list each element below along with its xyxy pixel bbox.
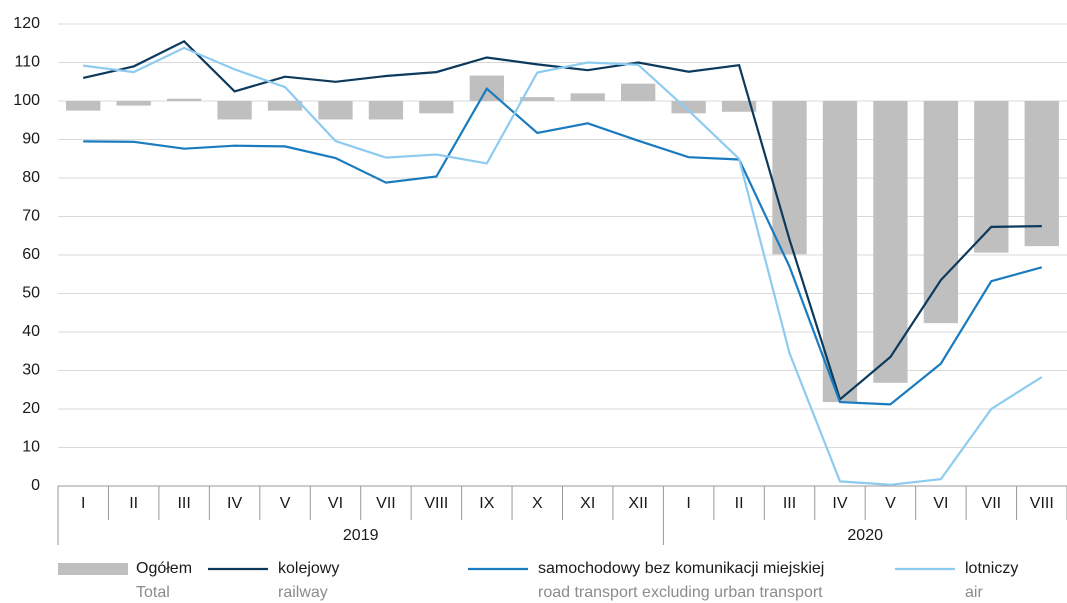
bar [116,101,151,106]
x-tick-label: XI [580,495,595,512]
legend-sublabel: railway [278,584,328,601]
legend-swatch [58,563,128,575]
bar [873,101,908,383]
legend-label: Ogółem [136,560,192,577]
y-tick-label: 70 [22,208,40,225]
year-label: 2020 [847,527,883,544]
x-tick-label: X [532,495,543,512]
bar [267,101,303,111]
y-tick-label: 30 [22,362,40,379]
y-tick-label: 40 [22,323,40,340]
bar [621,83,656,101]
bar [318,101,353,120]
year-label: 2019 [343,527,379,544]
legend-label: samochodowy bez komunikacji miejskiej [538,560,824,577]
x-tick-label: VIII [1030,495,1054,512]
y-tick-label: 0 [31,477,40,494]
x-tick-label: VII [376,495,396,512]
bar [419,101,454,114]
bar [570,93,605,101]
y-tick-label: 20 [22,400,40,417]
x-tick-label: I [81,495,85,512]
y-tick-label: 10 [22,439,40,456]
x-tick-label: V [885,495,896,512]
y-tick-label: 110 [14,54,40,71]
x-tick-label: I [686,495,690,512]
x-tick-label: II [735,495,744,512]
y-tick-label: 60 [22,246,40,263]
bar [217,101,252,120]
x-tick-label: V [280,495,291,512]
y-tick-label: 100 [13,92,40,109]
bar [923,101,959,324]
bar [721,101,757,112]
x-tick-label: VIII [424,495,448,512]
x-tick-label: II [129,495,138,512]
x-tick-label: IX [479,495,494,512]
bar [1024,101,1059,247]
x-tick-label: III [783,495,796,512]
x-tick-label: VI [933,495,948,512]
x-tick-label: VII [982,495,1002,512]
bar [822,101,858,403]
y-tick-label: 90 [22,131,40,148]
legend-label: lotniczy [965,560,1018,577]
x-tick-label: IV [832,495,847,512]
legend-sublabel: road transport excluding urban transport [538,584,823,601]
bar [974,101,1009,253]
y-tick-label: 50 [22,285,40,302]
legend-sublabel: air [965,584,983,601]
x-tick-label: VI [328,495,343,512]
line [83,46,1043,486]
y-tick-label: 80 [22,169,40,186]
bar [520,97,555,101]
bar [368,101,404,120]
x-tick-label: III [177,495,190,512]
x-tick-label: IV [227,495,242,512]
bar [166,98,202,101]
bar [772,101,807,255]
legend-label: kolejowy [278,560,339,577]
bar [66,101,101,111]
y-tick-label: 120 [13,15,40,32]
line [83,86,1043,406]
x-tick-label: XII [628,495,648,512]
legend-sublabel: Total [136,584,170,601]
